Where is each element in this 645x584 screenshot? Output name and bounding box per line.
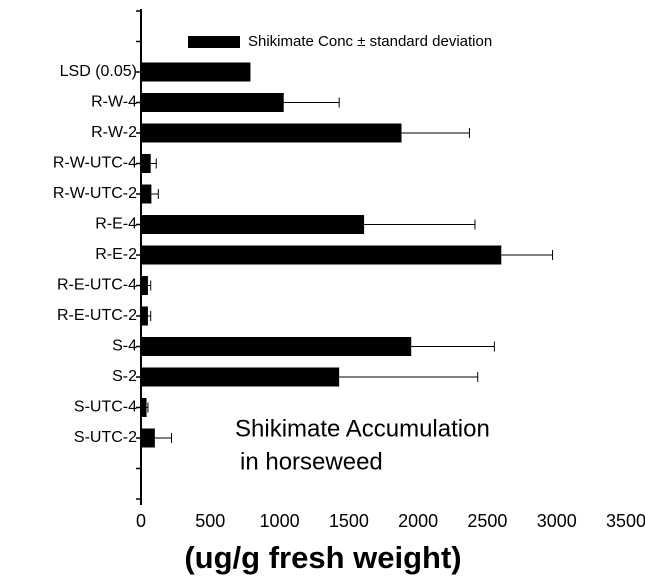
error-bar bbox=[150, 158, 157, 169]
y-tick-label: R-E-UTC-4 bbox=[57, 277, 137, 294]
error-bar bbox=[147, 280, 152, 291]
bar bbox=[141, 367, 340, 387]
error-bar bbox=[364, 219, 476, 230]
error-bar bbox=[339, 372, 479, 382]
y-tick-label: S-4 bbox=[112, 338, 137, 355]
bar bbox=[141, 245, 502, 265]
y-tick-label: R-E-4 bbox=[95, 216, 137, 233]
bar bbox=[141, 215, 365, 234]
x-tick-label: 1500 bbox=[329, 511, 369, 531]
bar bbox=[141, 306, 148, 326]
bar bbox=[141, 62, 251, 82]
y-tick-label: R-W-2 bbox=[91, 124, 137, 141]
x-tick-label: 1000 bbox=[260, 511, 300, 531]
y-tick-label: LSD (0.05) bbox=[60, 63, 137, 80]
x-tick-label: 2500 bbox=[467, 511, 507, 531]
legend-label: Shikimate Conc ± standard deviation bbox=[248, 33, 492, 50]
bar bbox=[141, 93, 284, 112]
annotation: Shikimate Accumulation bbox=[235, 415, 490, 442]
y-tick-label: R-W-UTC-4 bbox=[53, 155, 137, 172]
x-tick-label: 0 bbox=[136, 511, 146, 531]
x-tick-label: 2000 bbox=[398, 511, 438, 531]
error-bar bbox=[151, 189, 159, 199]
y-tick-label: R-W-4 bbox=[91, 94, 137, 111]
y-tick-label: R-W-UTC-2 bbox=[53, 185, 137, 202]
bar bbox=[141, 276, 148, 295]
y-tick-label: S-UTC-4 bbox=[74, 399, 137, 416]
error-bar bbox=[411, 341, 495, 352]
x-axis-label: (ug/g fresh weight) bbox=[184, 540, 461, 575]
y-tick-label: R-E-2 bbox=[95, 246, 137, 263]
y-tick-label: S-2 bbox=[112, 368, 137, 385]
error-bar bbox=[283, 97, 340, 108]
error-bar bbox=[501, 250, 554, 260]
error-bar bbox=[154, 433, 172, 443]
y-tick-label: R-E-UTC-2 bbox=[57, 307, 137, 324]
bar bbox=[141, 337, 412, 356]
error-bar bbox=[146, 402, 149, 413]
error-bar bbox=[401, 128, 470, 138]
annotation: in horseweed bbox=[240, 448, 383, 475]
bar bbox=[141, 154, 151, 173]
x-tick-label: 500 bbox=[195, 511, 225, 531]
legend-swatch bbox=[188, 36, 240, 48]
bar bbox=[141, 184, 152, 204]
bar bbox=[141, 398, 147, 417]
x-tick-label: 3000 bbox=[537, 511, 577, 531]
y-tick-label: S-UTC-2 bbox=[74, 429, 137, 446]
bar bbox=[141, 123, 402, 143]
x-tick-label: 3500 bbox=[606, 511, 645, 531]
error-bar bbox=[147, 311, 152, 321]
bar bbox=[141, 428, 155, 448]
